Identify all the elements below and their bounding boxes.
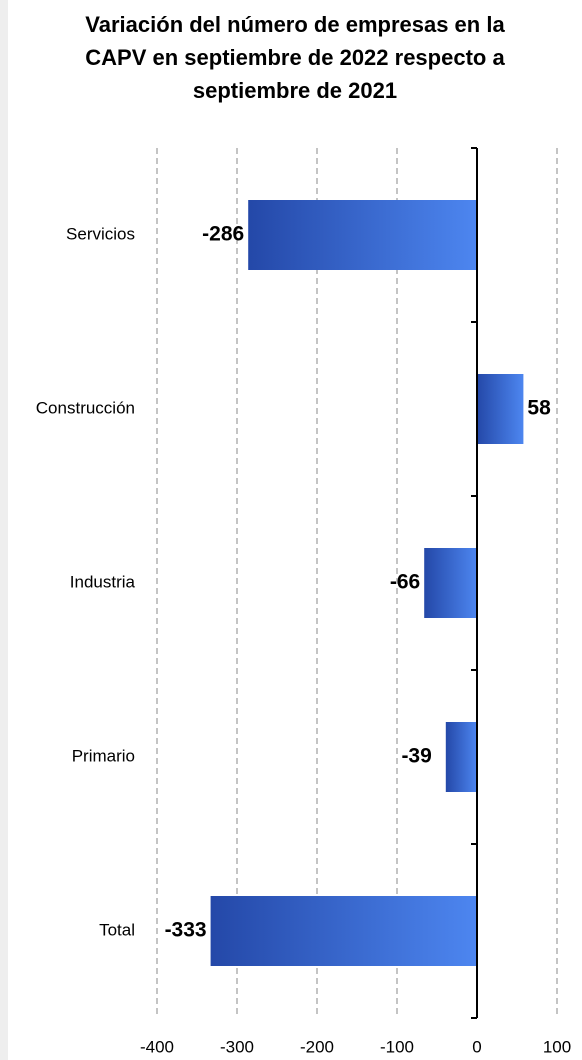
x-tick-label: 0 <box>472 1037 481 1056</box>
y-tick-label: Primario <box>72 746 135 765</box>
bar <box>248 200 477 270</box>
data-label: -286 <box>202 223 244 246</box>
data-label: -39 <box>401 745 431 768</box>
x-tick-label: 100 <box>543 1037 571 1056</box>
x-tick-label: -100 <box>380 1037 414 1056</box>
y-tick-label: Servicios <box>66 224 135 243</box>
x-tick-label: -400 <box>140 1037 174 1056</box>
y-tick-label: Industria <box>70 572 136 591</box>
y-tick-label: Construcción <box>36 398 135 417</box>
x-tick-label: -200 <box>300 1037 334 1056</box>
y-tick-label: Total <box>99 920 135 939</box>
data-label: -66 <box>390 571 420 594</box>
bar <box>445 722 477 792</box>
panel <box>8 0 582 1060</box>
data-label: 58 <box>527 397 551 420</box>
x-tick-label: -300 <box>220 1037 254 1056</box>
bar <box>424 548 477 618</box>
bar <box>210 896 477 966</box>
data-label: -333 <box>165 919 207 942</box>
bar <box>477 374 524 444</box>
chart-title: Variación del número de empresas en la C… <box>85 12 505 103</box>
